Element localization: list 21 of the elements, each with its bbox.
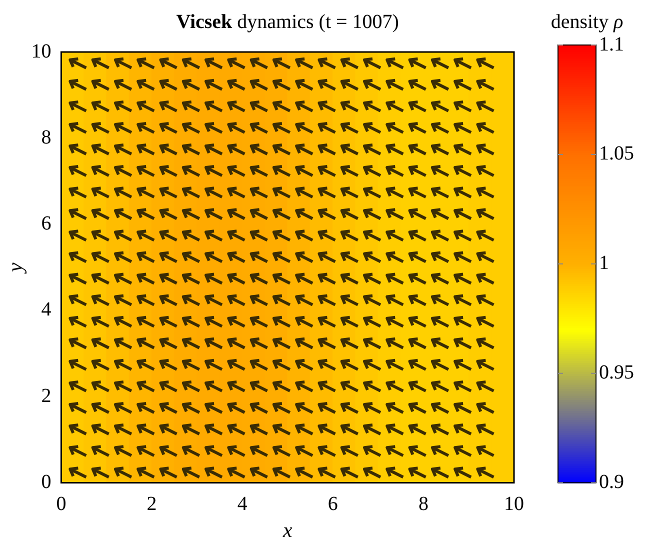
y-axis-title: y xyxy=(3,262,28,274)
color-bar-title: density ρ xyxy=(550,11,624,33)
color-bar-label: 1 xyxy=(599,252,609,274)
y-tick-label: 10 xyxy=(31,40,52,62)
y-tick-label: 4 xyxy=(41,298,52,321)
x-axis-title: x xyxy=(282,518,293,542)
color-bar-label: 1.1 xyxy=(599,33,624,56)
y-tick-label: 2 xyxy=(41,384,52,407)
y-tick-label: 8 xyxy=(41,126,52,148)
color-bar-label: 1.05 xyxy=(599,142,634,165)
x-tick-label: 10 xyxy=(504,493,524,516)
x-tick-label: 6 xyxy=(328,493,338,516)
color-bar-label: 0.95 xyxy=(599,362,634,384)
x-tick-label: 8 xyxy=(418,493,428,516)
color-bar-label: 0.9 xyxy=(599,471,624,494)
y-tick-label: 0 xyxy=(41,471,52,494)
x-tick-label: 4 xyxy=(237,493,248,516)
chart-title: Vicsek dynamics (t = 1007) xyxy=(176,11,399,33)
y-tick-label: 6 xyxy=(41,212,52,235)
x-tick-label: 0 xyxy=(56,493,66,516)
x-tick-label: 2 xyxy=(146,493,157,516)
